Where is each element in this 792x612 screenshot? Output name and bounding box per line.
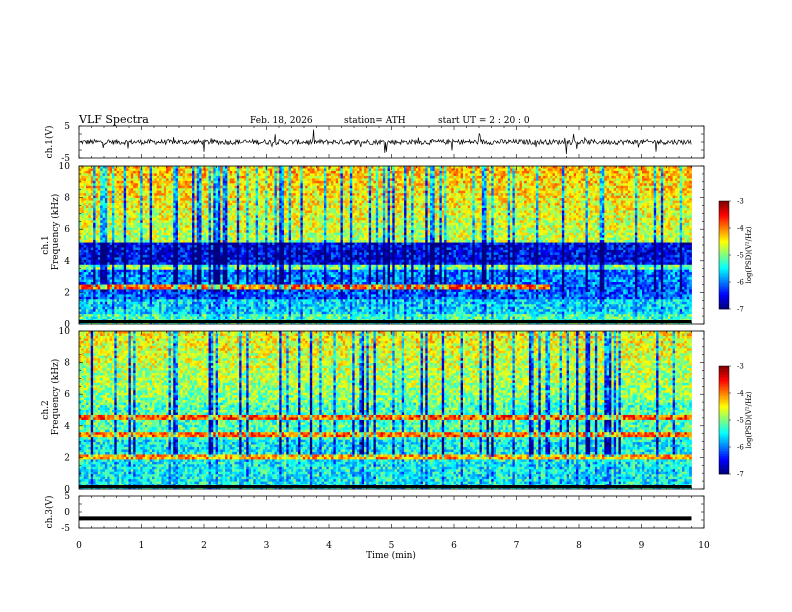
- ch1-spectrogram-image: [79, 166, 692, 324]
- x-tick-label-5: 5: [389, 541, 395, 551]
- x-tick-label-3: 3: [264, 541, 270, 551]
- spec1-ytick-8: 8: [64, 194, 70, 204]
- x-axis-label: Time (min): [366, 550, 416, 561]
- spec2-ytick-6: 6: [64, 390, 70, 400]
- cb1-tick--6: -6: [737, 279, 744, 287]
- cb2-tick--3: -3: [737, 363, 744, 371]
- ch3-ytick-top: 5: [64, 492, 70, 502]
- x-tick-label-7: 7: [514, 541, 520, 551]
- figure-title: VLF Spectra: [78, 113, 149, 126]
- ch3-ytick-bottom: -5: [61, 524, 70, 534]
- spec2-ytick-8: 8: [64, 359, 70, 369]
- spec2-ytick-10: 10: [59, 327, 71, 337]
- ch3-ytick-middle: 0: [64, 508, 70, 518]
- cb2-tick--7: -7: [737, 471, 744, 479]
- ch2-colorbar: -3 -4 -5 -6 -7 log(PSD)(V²/Hz): [719, 363, 753, 479]
- x-tick-label-6: 6: [451, 541, 457, 551]
- ch1-waveform-line: [80, 130, 691, 155]
- ch1-spec-ylabel-frequency: Frequency (kHz): [50, 194, 61, 271]
- cb1-tick--5: -5: [737, 252, 744, 260]
- header-start-ut: start UT = 2 : 20 : 0: [438, 116, 530, 126]
- spec1-ytick-2: 2: [64, 288, 70, 298]
- x-tick-label-4: 4: [326, 541, 332, 551]
- ch2-spectrogram-image: [79, 331, 692, 489]
- ch2-spec-ylabel-frequency: Frequency (kHz): [50, 359, 61, 436]
- cb2-tick--6: -6: [737, 444, 744, 452]
- ch1-waveform-panel: 5 -5 ch.1(V): [44, 122, 704, 164]
- ch1-ytick-top: 5: [64, 122, 70, 132]
- x-tick-label-1: 1: [139, 541, 145, 551]
- spec2-ytick-4: 4: [64, 422, 70, 432]
- header-station: station= ATH: [344, 116, 406, 126]
- cb2-tick--4: -4: [737, 390, 744, 398]
- cb1-tick--7: -7: [737, 306, 744, 314]
- cb2-label: log(PSD)(V²/Hz): [745, 391, 753, 448]
- ch3-ylabel: ch.3(V): [44, 496, 55, 529]
- spec1-ytick-10: 10: [59, 162, 71, 172]
- spec1-ytick-4: 4: [64, 257, 70, 267]
- vlf-spectra-figure: VLF Spectra Feb. 18, 2026 station= ATH s…: [0, 0, 792, 612]
- ch2-spec-ylabel-channel: ch.2: [41, 400, 51, 419]
- spec1-ytick-6: 6: [64, 225, 70, 235]
- x-axis-tick-labels: 0 1 2 3 4 5 6 7 8 9 10: [76, 541, 710, 551]
- x-tick-label-0: 0: [76, 541, 82, 551]
- x-tick-label-2: 2: [201, 541, 207, 551]
- x-tick-label-9: 9: [639, 541, 645, 551]
- ch3-waveform-panel: 5 0 -5 ch.3(V): [44, 492, 704, 534]
- cb1-tick--4: -4: [737, 225, 744, 233]
- header-date: Feb. 18, 2026: [250, 116, 313, 126]
- x-tick-label-8: 8: [576, 541, 582, 551]
- cb2-tick--5: -5: [737, 417, 744, 425]
- spec2-ytick-2: 2: [64, 453, 70, 463]
- x-tick-label-10: 10: [698, 541, 710, 551]
- cb1-tick--3: -3: [737, 198, 744, 206]
- ch1-colorbar: -3 -4 -5 -6 -7 log(PSD)(V²/Hz): [719, 198, 753, 314]
- cb1-label: log(PSD)(V²/Hz): [745, 226, 753, 283]
- ch1-spec-ylabel-channel: ch.1: [41, 235, 51, 254]
- ch1-ylabel: ch.1(V): [44, 126, 55, 159]
